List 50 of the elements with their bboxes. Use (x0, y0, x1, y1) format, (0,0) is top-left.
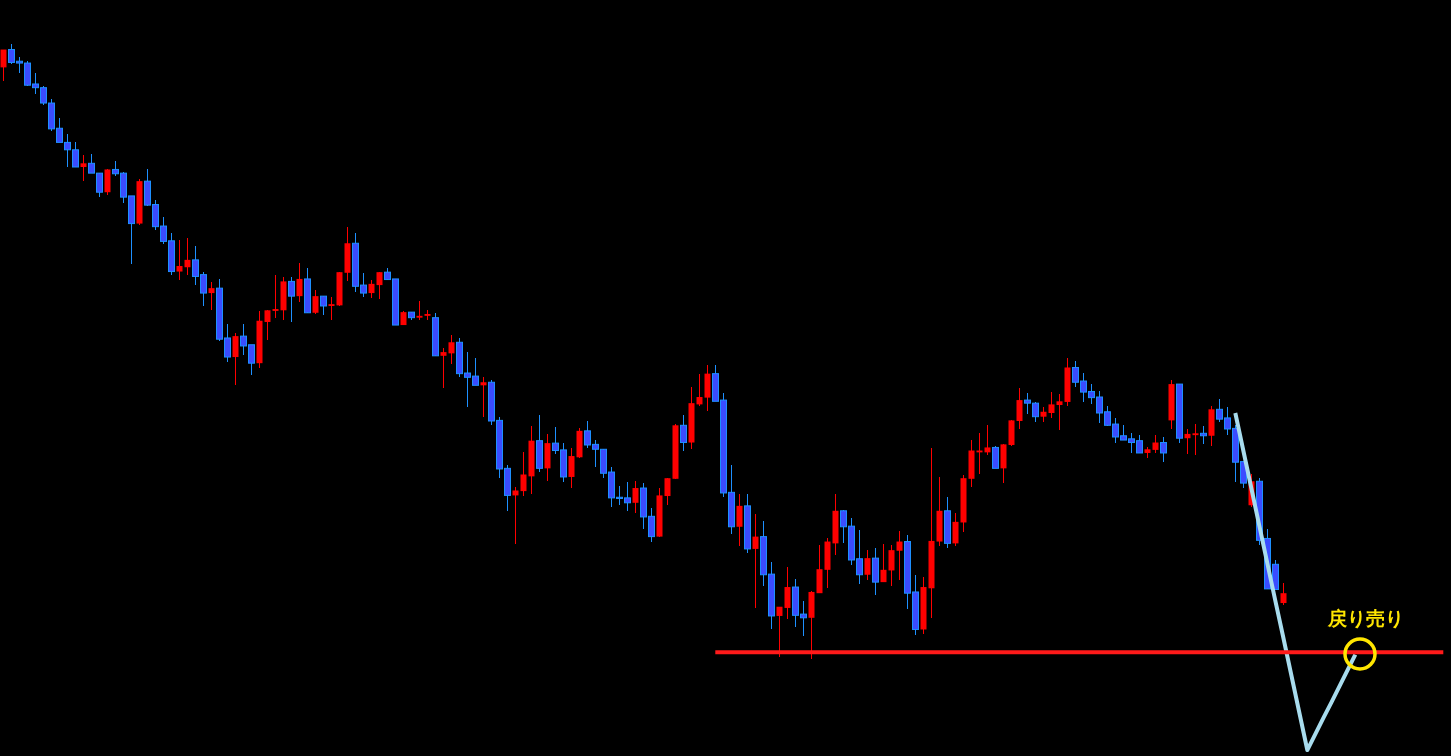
candlestick (888, 544, 895, 587)
candlestick (1192, 423, 1199, 456)
candlestick (1000, 443, 1007, 484)
candlestick (328, 296, 335, 321)
candlestick (264, 309, 271, 341)
candlestick (368, 279, 375, 299)
candlestick (288, 276, 295, 323)
candlestick (816, 544, 823, 594)
candlestick (984, 424, 991, 456)
candlestick (992, 445, 999, 469)
candlestick (752, 513, 759, 609)
candlestick (696, 373, 703, 407)
candlestick (736, 493, 743, 547)
candlestick (80, 154, 87, 182)
candlestick (1160, 436, 1167, 463)
candlestick (864, 549, 871, 581)
candlestick (520, 451, 527, 497)
candlestick (104, 168, 111, 196)
candlestick (1016, 387, 1023, 430)
candlestick (1280, 582, 1287, 606)
candlestick (480, 376, 487, 418)
candlestick (512, 486, 519, 545)
candlestick (784, 566, 791, 620)
candlestick (376, 271, 383, 300)
candlestick (952, 512, 959, 547)
candlestick (296, 262, 303, 303)
candlestick (632, 480, 639, 514)
candlestick (568, 447, 575, 489)
candlestick (776, 606, 783, 658)
candlestick (416, 300, 423, 321)
candlestick (880, 543, 887, 583)
candlestick (896, 530, 903, 581)
candlestick (680, 414, 687, 452)
candlestick (704, 364, 711, 412)
candlestick (1056, 393, 1063, 431)
candlestick (176, 239, 183, 281)
candlestick (0, 49, 7, 82)
annotation: 戻り売り (1327, 607, 1404, 629)
candlestick (184, 237, 191, 276)
candlestick (664, 477, 671, 506)
candlestick (1184, 428, 1191, 455)
candlestick (272, 274, 279, 319)
candlestick (208, 281, 215, 311)
candlestick (1048, 391, 1055, 419)
candlestick (312, 289, 319, 315)
candlestick (440, 347, 447, 389)
candlestick (448, 334, 455, 365)
candlestick (872, 547, 879, 596)
candlestick (232, 332, 239, 386)
candlestick (1200, 425, 1207, 445)
